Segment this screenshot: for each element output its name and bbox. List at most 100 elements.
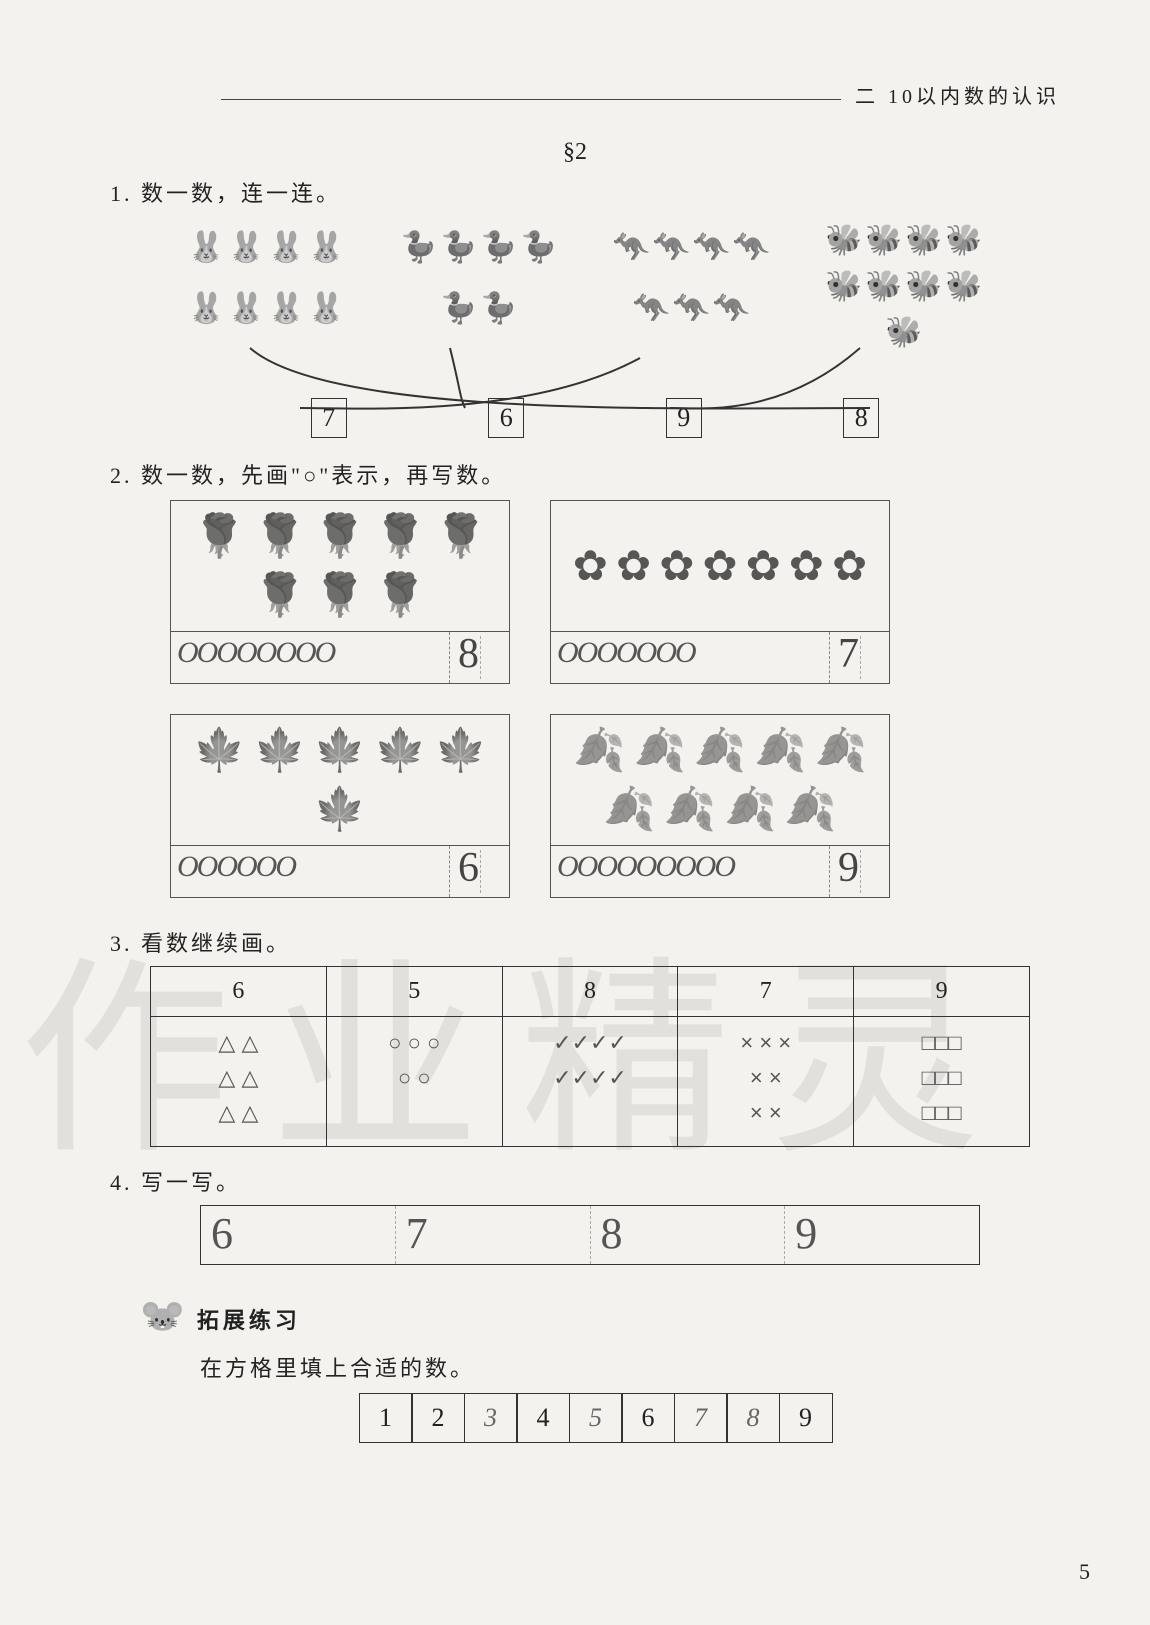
q3-shapes-cell: △ △ △ △ △ △	[151, 1017, 327, 1147]
item-icon: 🍂	[694, 726, 746, 775]
q3-table: 65879 △ △ △ △ △ △○ ○ ○ ○ ○✓✓✓✓ ✓✓✓✓× × ×…	[150, 966, 1030, 1147]
ext-number-cell: 3	[464, 1393, 518, 1443]
item-icon: 🍂	[724, 785, 776, 834]
item-icon: ✿	[573, 541, 608, 591]
item-icon: 🌹	[434, 512, 486, 561]
q2-cell-ginkgo: 🍂🍂🍂🍂🍂🍂🍂🍂🍂OOOOOOOOO9	[550, 714, 890, 898]
animal-icon: 🐝	[865, 264, 903, 308]
item-icon: 🌹	[254, 571, 306, 620]
page-header: 二 10以内数的认识	[80, 80, 1060, 109]
animal-icon: 🐝	[825, 218, 863, 262]
ext-number-cell: 5	[569, 1393, 623, 1443]
animal-icon: 🐝	[885, 310, 923, 354]
item-icon: 🍁	[434, 726, 486, 775]
animal-icon: 🐝	[905, 264, 943, 308]
q3-shapes-cell: × × × × × × ×	[678, 1017, 854, 1147]
kangaroos-group: 🦘🦘🦘🦘🦘🦘🦘	[596, 218, 786, 338]
mouse-icon: 🐭	[140, 1296, 185, 1336]
item-icon: 🍂	[603, 785, 655, 834]
animal-icon: 🐰	[267, 287, 305, 331]
drawn-circles: OOOOOO	[171, 846, 449, 897]
animal-icon: 🦆	[480, 287, 518, 331]
number-box: 7	[311, 398, 347, 438]
animal-icon: 🦆	[520, 226, 558, 270]
animal-icon: 🐰	[307, 226, 345, 270]
extension-section: 🐭 拓展练习 在方格里填上合适的数。 123456789	[140, 1295, 1070, 1443]
number-box: 8	[843, 398, 879, 438]
q3-header-cell: 5	[326, 967, 502, 1017]
answer-row: OOOOOOO7	[551, 631, 889, 683]
worksheet-page: 二 10以内数的认识 §2 1. 数一数，连一连。 🐰🐰🐰🐰🐰🐰🐰🐰🦆🦆🦆🦆🦆🦆…	[80, 80, 1070, 1443]
picture-area: 🍁🍁🍁🍁🍁🍁	[171, 715, 509, 845]
item-icon: ✿	[832, 541, 867, 591]
animal-icon: 🐰	[267, 226, 305, 270]
q4-write-cell: 6	[201, 1206, 396, 1264]
ducks-group: 🦆🦆🦆🦆🦆🦆	[384, 218, 574, 338]
q1-area: 🐰🐰🐰🐰🐰🐰🐰🐰🦆🦆🦆🦆🦆🦆🦘🦘🦘🦘🦘🦘🦘🐝🐝🐝🐝🐝🐝🐝🐝🐝 7698	[80, 218, 1070, 438]
ext-number-cell: 8	[726, 1393, 780, 1443]
picture-area: ✿✿✿✿✿✿✿	[551, 501, 889, 631]
number-write-box: 7	[829, 632, 889, 683]
q3-header-cell: 8	[502, 967, 678, 1017]
picture-area: 🍂🍂🍂🍂🍂🍂🍂🍂🍂	[551, 715, 889, 845]
animal-icon: 🐝	[945, 264, 983, 308]
animal-icon: 🐝	[825, 264, 863, 308]
animal-icon: 🐰	[187, 226, 225, 270]
q4-write-cell: 8	[591, 1206, 786, 1264]
q1-number-boxes: 7698	[240, 398, 950, 438]
extension-title: 拓展练习	[197, 1303, 301, 1335]
header-rule	[221, 99, 841, 100]
animal-icon: 🦘	[732, 226, 770, 270]
animal-icon: 🦘	[652, 226, 690, 270]
ext-number-cell: 2	[411, 1393, 465, 1443]
item-icon: 🌹	[374, 512, 426, 561]
item-icon: 🍁	[314, 726, 366, 775]
q2-cell-daisies: ✿✿✿✿✿✿✿OOOOOOO7	[550, 500, 890, 684]
item-icon: 🍂	[573, 726, 625, 775]
q1-prompt: 1. 数一数，连一连。	[110, 176, 1070, 208]
answer-row: OOOOOO6	[171, 845, 509, 897]
chapter-num: 二	[855, 86, 879, 108]
q1-groups-row: 🐰🐰🐰🐰🐰🐰🐰🐰🦆🦆🦆🦆🦆🦆🦘🦘🦘🦘🦘🦘🦘🐝🐝🐝🐝🐝🐝🐝🐝🐝	[160, 218, 1010, 338]
chapter-label: 二 10以内数的认识	[855, 86, 1060, 108]
number-box: 9	[666, 398, 702, 438]
q3-header-cell: 6	[151, 967, 327, 1017]
handwritten-answer: 8	[458, 630, 479, 678]
q4-write-row: 6789	[200, 1205, 980, 1265]
q3-header-row: 65879	[151, 967, 1030, 1017]
ext-number-cell: 6	[621, 1393, 675, 1443]
q3-shapes-cell: ○ ○ ○ ○ ○	[326, 1017, 502, 1147]
animal-icon: 🐰	[187, 287, 225, 331]
item-icon: 🍁	[193, 726, 245, 775]
q4-write-cell: 9	[785, 1206, 979, 1264]
drawn-circles: OOOOOOOOO	[551, 846, 829, 897]
page-number: 5	[1079, 1559, 1090, 1585]
chapter-title: 10以内数的认识	[888, 86, 1060, 108]
animal-icon: 🐝	[865, 218, 903, 262]
number-write-box: 6	[449, 846, 509, 897]
item-icon: 🌹	[314, 512, 366, 561]
extension-instruction: 在方格里填上合适的数。	[200, 1351, 1070, 1383]
item-icon: ✿	[616, 541, 651, 591]
item-icon: ✿	[659, 541, 694, 591]
item-icon: 🍁	[374, 726, 426, 775]
animal-icon: 🦆	[480, 226, 518, 270]
item-icon: 🌹	[254, 512, 306, 561]
q3-shapes-cell: □□□ □□□ □□□	[854, 1017, 1030, 1147]
number-write-box: 8	[449, 632, 509, 683]
extension-boxes: 123456789	[360, 1393, 1070, 1443]
item-icon: 🌹	[193, 512, 245, 561]
animal-icon: 🐝	[905, 218, 943, 262]
bees-group: 🐝🐝🐝🐝🐝🐝🐝🐝🐝	[809, 218, 999, 338]
item-icon: 🍂	[784, 785, 836, 834]
number-write-box: 9	[829, 846, 889, 897]
drawn-circles: OOOOOOOO	[171, 632, 449, 683]
q4-write-cell: 7	[396, 1206, 591, 1264]
item-icon: 🍂	[754, 726, 806, 775]
item-icon: 🍂	[634, 726, 686, 775]
answer-row: OOOOOOOOO9	[551, 845, 889, 897]
handwritten-answer: 6	[458, 844, 479, 892]
q2-grid: 🌹🌹🌹🌹🌹🌹🌹🌹OOOOOOOO8✿✿✿✿✿✿✿OOOOOOO7🍁🍁🍁🍁🍁🍁OO…	[170, 500, 1070, 898]
item-icon: 🍁	[254, 726, 306, 775]
q3-header-cell: 7	[678, 967, 854, 1017]
